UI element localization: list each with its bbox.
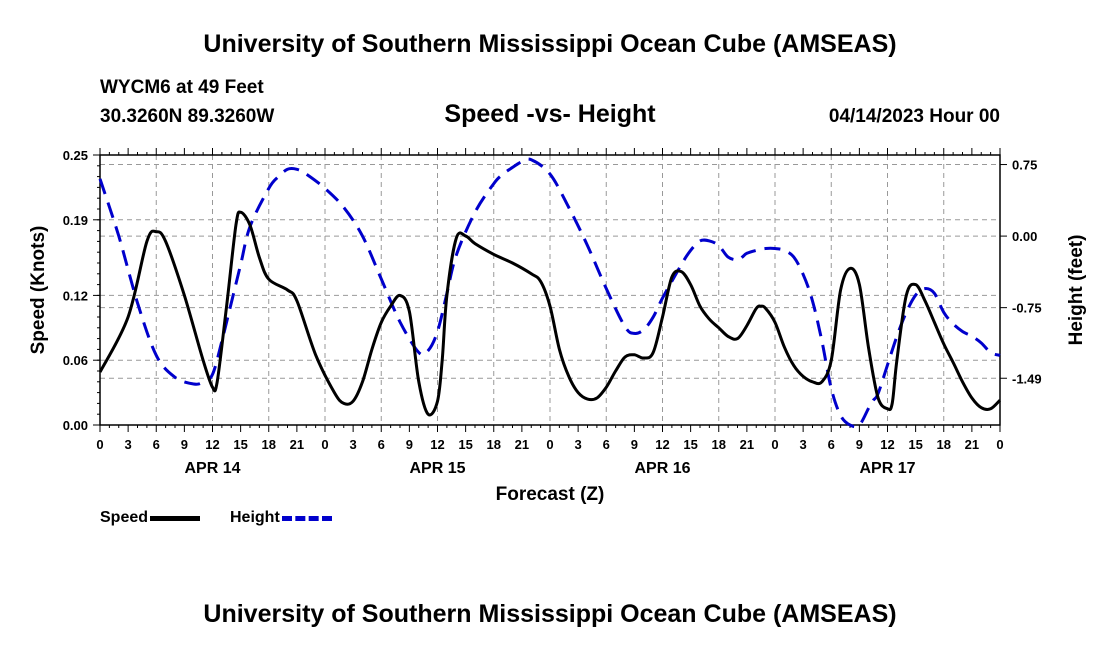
x-tick-label: 6	[153, 437, 160, 452]
x-tick-label: 18	[712, 437, 726, 452]
chart-subtitle: Speed -vs- Height	[444, 100, 656, 128]
grid	[100, 155, 1000, 425]
x-tick-label: 0	[546, 437, 553, 452]
x-tick-label: 21	[740, 437, 754, 452]
x-tick-label: 21	[290, 437, 304, 452]
x-tick-label: 9	[856, 437, 863, 452]
day-label: APR 14	[184, 460, 240, 477]
x-tick-label: 3	[125, 437, 132, 452]
legend-height-label: Height	[230, 509, 280, 526]
x-tick-label: 18	[937, 437, 951, 452]
y2-tick-label: -0.75	[1012, 301, 1042, 316]
x-tick-label: 12	[205, 437, 219, 452]
x-tick-label: 6	[828, 437, 835, 452]
forecast-date: 04/14/2023 Hour 00	[828, 106, 1000, 127]
x-tick-label: 18	[487, 437, 501, 452]
x-tick-label: 0	[321, 437, 328, 452]
legend-height-swatch	[281, 515, 332, 521]
x-tick-label: 0	[996, 437, 1003, 452]
x-tick-label: 3	[800, 437, 807, 452]
x-axis-title: Forecast (Z)	[496, 484, 605, 505]
y-tick-label: 0.19	[63, 213, 88, 228]
x-tick-label: 9	[406, 437, 413, 452]
x-tick-label: 15	[458, 437, 472, 452]
series-layer	[98, 157, 1002, 429]
x-tick-label: 18	[262, 437, 276, 452]
plot-frame	[99, 154, 1001, 426]
x-tick-label: 3	[575, 437, 582, 452]
x-tick-label: 0	[96, 437, 103, 452]
y2-tick-label: 0.75	[1012, 158, 1037, 173]
x-tick-label: 9	[631, 437, 638, 452]
x-tick-label: 3	[350, 437, 357, 452]
day-label: APR 15	[409, 460, 465, 477]
y2-tick-label: 0.00	[1012, 229, 1037, 244]
y2-axis-title: Height (feet)	[1066, 235, 1087, 346]
y-tick-label: 0.12	[63, 288, 88, 303]
chart-title: University of Southern Mississippi Ocean…	[203, 30, 897, 58]
x-tick-label: 15	[908, 437, 922, 452]
x-tick-label: 12	[430, 437, 444, 452]
y-tick-label: 0.06	[63, 353, 88, 368]
x-tick-label: 12	[880, 437, 894, 452]
x-tick-label: 0	[771, 437, 778, 452]
y2-tick-label: -1.49	[1012, 371, 1042, 386]
day-label: APR 17	[859, 460, 915, 477]
x-tick-label: 12	[655, 437, 669, 452]
y-tick-label: 0.00	[63, 418, 88, 433]
legend-speed-swatch	[150, 515, 201, 521]
x-tick-label: 15	[233, 437, 247, 452]
x-tick-label: 21	[965, 437, 979, 452]
y-axis-title: Speed (Knots)	[28, 226, 49, 355]
series-speed-line	[98, 210, 1002, 417]
footer-title: University of Southern Mississippi Ocean…	[203, 600, 897, 628]
x-tick-label: 15	[683, 437, 697, 452]
day-label: APR 16	[634, 460, 690, 477]
x-tick-label: 6	[603, 437, 610, 452]
x-tick-label: 6	[378, 437, 385, 452]
station-label: WYCM6 at 49 Feet	[100, 77, 264, 98]
legend-speed-label: Speed	[100, 509, 149, 526]
coordinates-label: 30.3260N 89.3260W	[100, 106, 275, 127]
x-tick-label: 21	[515, 437, 529, 452]
x-tick-label: 9	[181, 437, 188, 452]
legend-height: Height	[230, 509, 332, 527]
y-tick-label: 0.25	[63, 148, 88, 163]
legend-speed: Speed	[100, 509, 201, 527]
